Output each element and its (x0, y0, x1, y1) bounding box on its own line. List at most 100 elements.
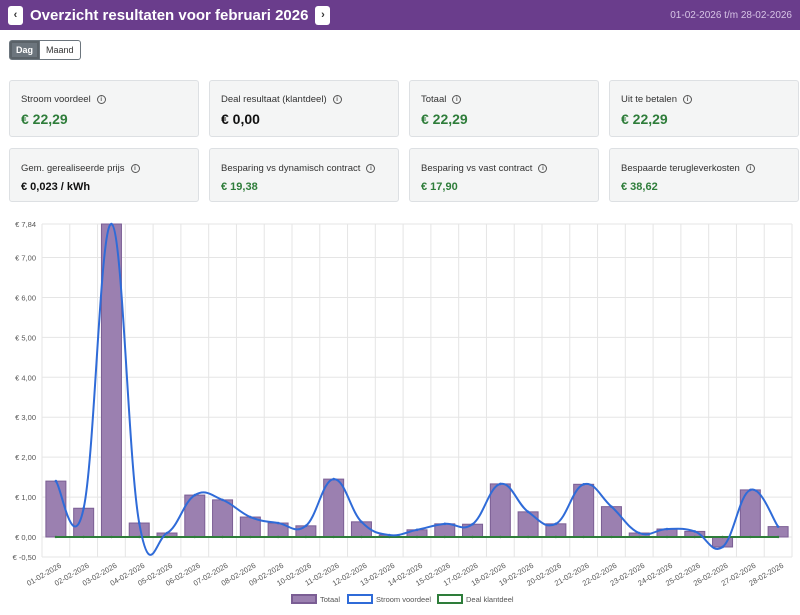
point-deal-klantdeel (554, 535, 558, 539)
point-deal-klantdeel (165, 535, 169, 539)
point-stroom-voordeel (526, 510, 530, 514)
point-deal-klantdeel (610, 535, 613, 539)
bar-totaal (212, 499, 234, 538)
card-value: € 0,023 / kWh (21, 181, 91, 193)
legend-label: Totaal (320, 595, 340, 604)
card-label-text: Gem. gerealiseerde prijs (21, 163, 125, 174)
legend-label: Stroom voordeel (376, 595, 431, 604)
card-label: Stroom voordeel i (21, 94, 188, 105)
bar-totaal (462, 523, 484, 538)
point-stroom-voordeel (610, 505, 613, 508)
point-deal-klantdeel (138, 535, 141, 539)
legend-swatch (291, 594, 317, 604)
bar-totaal (100, 223, 122, 538)
card-label-text: Totaal (421, 94, 447, 105)
y-tick-label: € 0,00 (15, 533, 36, 542)
info-circle-icon[interactable]: i (682, 95, 692, 104)
point-stroom-voordeel (221, 498, 224, 502)
info-circle-icon[interactable]: i (332, 95, 342, 104)
point-deal-klantdeel (749, 535, 752, 539)
card-label-text: Bespaarde terugleverkosten (621, 163, 740, 174)
point-deal-klantdeel (360, 535, 363, 539)
summary-card: Gem. gerealiseerde prijs i € 0,023 / kWh (9, 148, 199, 202)
point-deal-klantdeel (388, 535, 391, 539)
card-value: € 22,29 (621, 111, 668, 127)
summary-card: Totaal i € 22,29 (409, 80, 599, 137)
summary-card: Stroom voordeel i € 22,29 (9, 80, 199, 137)
point-deal-klantdeel (443, 535, 446, 539)
summary-card: Deal resultaat (klantdeel) i € 0,00 (209, 80, 399, 137)
point-stroom-voordeel (721, 545, 724, 549)
point-deal-klantdeel (526, 535, 530, 539)
point-stroom-voordeel (304, 524, 308, 528)
point-stroom-voordeel (249, 515, 252, 519)
bar-totaal (350, 521, 372, 538)
info-circle-icon[interactable]: i (96, 95, 106, 104)
card-label: Deal resultaat (klantdeel) i (221, 94, 388, 105)
line-stroom-voordeel (55, 222, 779, 556)
summary-card: Bespaarde terugleverkosten i € 38,62 (609, 148, 799, 202)
point-deal-klantdeel (665, 535, 669, 539)
bar-totaal (517, 511, 539, 538)
bar-totaal (767, 526, 789, 538)
point-stroom-voordeel (499, 482, 502, 486)
bar-totaal (600, 506, 622, 538)
point-deal-klantdeel (471, 535, 474, 539)
point-stroom-voordeel (637, 531, 641, 535)
info-circle-icon[interactable]: i (452, 95, 462, 104)
point-deal-klantdeel (110, 535, 113, 539)
point-stroom-voordeel (471, 522, 474, 526)
point-stroom-voordeel (415, 528, 419, 532)
legend-swatch (437, 594, 463, 604)
point-deal-klantdeel (82, 535, 85, 539)
chevron-left-icon: ‹ (13, 8, 18, 21)
card-label-text: Stroom voordeel (21, 94, 91, 105)
page-header: ‹ Overzicht resultaten voor februari 202… (0, 0, 800, 30)
point-deal-klantdeel (193, 535, 196, 539)
results-chart: € -0,50 € 0,00 € 1,00 € 2,00 € 3,00 € 4,00 € 5… (13, 220, 793, 604)
card-value: € 0,00 (221, 111, 260, 127)
y-tick-label: € 1,00 (15, 493, 36, 502)
point-stroom-voordeel (165, 531, 169, 535)
card-label: Besparing vs vast contract i (421, 163, 588, 174)
y-tick-label: € 2,00 (15, 453, 36, 462)
card-label: Besparing vs dynamisch contract i (221, 163, 388, 174)
point-stroom-voordeel (193, 493, 197, 497)
y-tick-label: € 7,00 (15, 254, 36, 263)
point-deal-klantdeel (304, 535, 308, 539)
point-deal-klantdeel (54, 535, 58, 539)
point-deal-klantdeel (693, 535, 696, 539)
card-label: Bespaarde terugleverkosten i (621, 163, 788, 174)
card-label: Uit te betalen i (621, 94, 788, 105)
point-stroom-voordeel (360, 520, 363, 524)
point-stroom-voordeel (693, 530, 697, 533)
point-stroom-voordeel (582, 483, 585, 486)
legend-swatch (347, 594, 373, 604)
date-range: 01-02-2026 t/m 28-02-2026 (670, 9, 792, 21)
info-circle-icon[interactable]: i (745, 164, 755, 173)
chevron-right-icon: › (321, 8, 325, 21)
bar-totaal (323, 478, 345, 538)
toggle-month-button[interactable]: Maand (40, 40, 81, 60)
card-value: € 38,62 (621, 181, 658, 193)
point-deal-klantdeel (776, 535, 780, 539)
point-stroom-voordeel (276, 521, 280, 525)
info-circle-icon[interactable]: i (366, 164, 376, 173)
info-circle-icon[interactable]: i (538, 164, 548, 173)
y-tick-label: € 3,00 (15, 413, 36, 422)
card-value: € 22,29 (21, 111, 68, 127)
y-tick-label: € 7,84 (15, 220, 36, 229)
next-period-button[interactable]: › (315, 5, 331, 25)
point-stroom-voordeel (110, 222, 113, 226)
point-deal-klantdeel (276, 535, 280, 539)
point-deal-klantdeel (638, 535, 641, 539)
info-circle-icon[interactable]: i (130, 164, 140, 173)
point-deal-klantdeel (721, 535, 724, 539)
card-label: Totaal i (421, 94, 588, 105)
toggle-day-button[interactable]: Dag (9, 40, 41, 60)
prev-period-button[interactable]: ‹ (8, 5, 23, 25)
point-stroom-voordeel (776, 525, 780, 528)
card-value: € 17,90 (421, 181, 458, 193)
point-deal-klantdeel (249, 535, 252, 539)
point-stroom-voordeel (443, 522, 447, 526)
